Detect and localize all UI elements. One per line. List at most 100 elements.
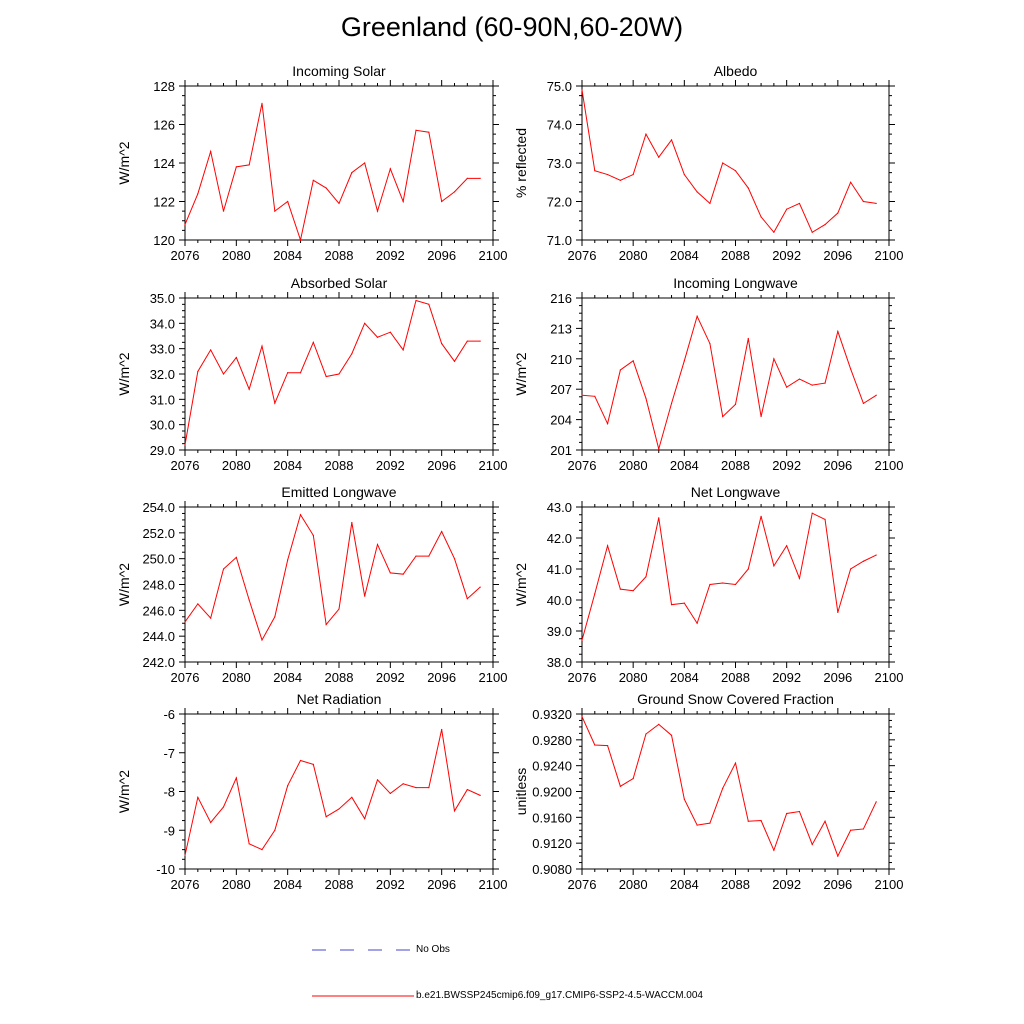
data-point: [402, 349, 404, 351]
data-point: [594, 170, 596, 172]
x-tick-label: 2080: [619, 248, 648, 263]
data-point: [376, 543, 379, 546]
data-point: [453, 810, 456, 812]
data-point: [670, 734, 673, 736]
data-point: [760, 216, 762, 218]
panel-title: Incoming Solar: [292, 63, 386, 79]
y-tick-label: 204: [550, 413, 572, 428]
y-tick-label: 0.9200: [532, 785, 572, 800]
data-point: [709, 343, 711, 345]
data-point: [734, 762, 737, 764]
y-tick-label: 120: [153, 233, 175, 248]
data-point: [606, 173, 609, 176]
data-point: [709, 583, 711, 586]
data-point: [389, 168, 391, 170]
data-point: [453, 191, 456, 193]
data-point: [760, 515, 762, 517]
x-tick-label: 2076: [568, 248, 597, 263]
panel-title: Net Radiation: [297, 691, 382, 707]
x-tick-label: 2088: [721, 458, 750, 473]
x-tick-label: 2092: [376, 248, 405, 263]
data-point: [235, 556, 237, 558]
data-point: [734, 170, 737, 172]
data-point: [197, 796, 199, 798]
panel-net-longwave: 2076 2080 2084 2088 2092 2096 2100 38.0 39.0 40.0…: [513, 484, 903, 685]
data-point: [210, 617, 212, 619]
data-point: [325, 816, 327, 818]
y-tick-label: 252.0: [142, 526, 175, 541]
y-tick-label: 254.0: [142, 500, 175, 515]
data-point: [415, 787, 417, 789]
data-point: [299, 372, 302, 374]
x-tick-label: 2096: [427, 458, 456, 473]
data-point: [850, 368, 852, 370]
y-tick-label: 128: [153, 79, 175, 94]
panel-title: Absorbed Solar: [291, 275, 388, 291]
y-tick-label: -9: [163, 823, 175, 838]
data-point: [786, 208, 788, 210]
data-point: [389, 331, 391, 333]
y-axis-label: W/m^2: [116, 141, 132, 184]
data-point: [824, 518, 826, 521]
data-point: [734, 403, 737, 405]
x-tick-label: 2100: [479, 248, 508, 263]
x-tick-label: 2080: [222, 248, 251, 263]
data-point: [581, 639, 583, 641]
series-line: [581, 314, 877, 451]
plot-frame: [184, 713, 494, 870]
data-point: [184, 224, 186, 226]
panel-title: Incoming Longwave: [673, 275, 798, 291]
data-point: [696, 824, 698, 826]
series-line: [581, 89, 877, 234]
data-point: [862, 200, 865, 203]
data-point: [670, 139, 673, 141]
data-point: [850, 829, 852, 831]
y-tick-label: 40.0: [547, 593, 572, 608]
data-point: [325, 623, 327, 626]
y-tick-label: -7: [163, 746, 175, 761]
y-axis-label: W/m^2: [513, 352, 529, 395]
y-axis-label: W/m^2: [513, 563, 529, 606]
data-point: [479, 794, 481, 796]
plot-frame: [184, 85, 494, 241]
data-point: [824, 224, 826, 226]
y-axis-label: W/m^2: [116, 770, 132, 813]
data-point: [299, 239, 302, 241]
x-tick-label: 2084: [273, 877, 302, 892]
data-point: [274, 402, 276, 404]
data-point: [606, 745, 609, 747]
y-tick-label: 122: [153, 195, 175, 210]
y-tick-label: 126: [153, 118, 175, 133]
data-point: [709, 202, 711, 205]
y-tick-label: 43.0: [547, 500, 572, 515]
data-point: [786, 545, 788, 547]
data-point: [466, 177, 468, 179]
data-point: [747, 337, 749, 340]
data-point: [235, 777, 237, 779]
x-tick-label: 2084: [273, 458, 302, 473]
x-tick-label: 2080: [619, 670, 648, 685]
x-tick-label: 2100: [875, 248, 904, 263]
data-point: [222, 568, 225, 570]
data-point: [287, 372, 289, 374]
data-point: [773, 231, 775, 233]
data-point: [351, 353, 353, 355]
data-point: [402, 783, 404, 785]
data-point: [760, 415, 762, 418]
plot-frame: [581, 297, 890, 451]
data-point: [235, 356, 237, 359]
y-tick-label: 0.9160: [532, 810, 572, 825]
data-point: [645, 133, 647, 135]
data-point: [850, 181, 852, 183]
data-point: [210, 150, 212, 153]
y-tick-label: 72.0: [547, 195, 572, 210]
data-point: [338, 373, 340, 375]
data-point: [299, 514, 302, 516]
y-tick-label: 75.0: [547, 79, 572, 94]
data-point: [824, 382, 826, 384]
data-point: [670, 402, 673, 404]
data-point: [479, 177, 481, 179]
data-point: [722, 787, 724, 789]
data-point: [632, 590, 634, 592]
data-point: [184, 621, 186, 623]
